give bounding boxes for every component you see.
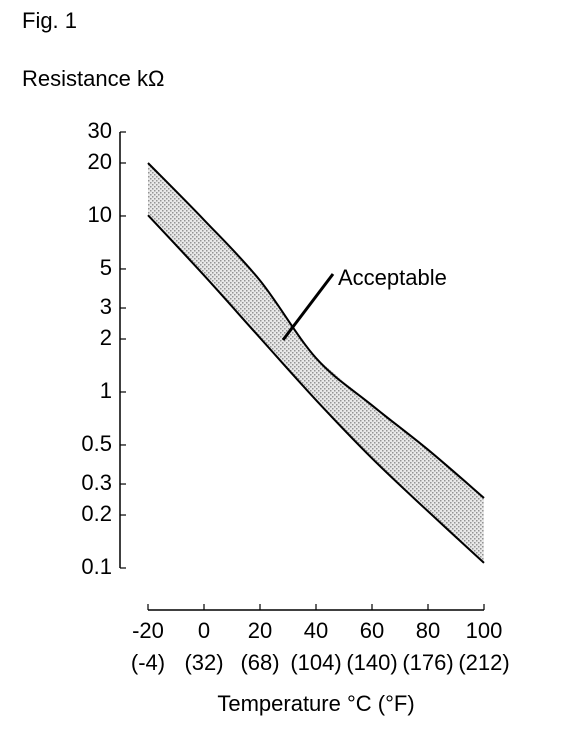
- limit-curve: [147, 162, 485, 499]
- figure-title: Fig. 1: [22, 8, 77, 33]
- y-tick-label: 30: [88, 118, 112, 143]
- y-tick-label: 20: [88, 149, 112, 174]
- y-tick-label: 0.3: [81, 470, 112, 495]
- x-tick-sublabel: (104): [290, 650, 341, 675]
- x-tick-label: 40: [304, 618, 328, 643]
- x-tick-sublabel: (212): [458, 650, 509, 675]
- x-tick-sublabel: (-4): [131, 650, 165, 675]
- x-tick-sublabel: (68): [240, 650, 279, 675]
- annotation-pointer: [281, 273, 335, 341]
- x-tick-label: 100: [466, 618, 503, 643]
- x-tick-label: 60: [360, 618, 384, 643]
- x-tick-label: 80: [416, 618, 440, 643]
- acceptable-band: [148, 162, 484, 563]
- y-tick-label: 3: [100, 294, 112, 319]
- x-tick-sublabel: (140): [346, 650, 397, 675]
- y-axis-label: Resistance kΩ: [22, 66, 164, 91]
- annotation: Acceptable: [338, 265, 447, 290]
- limit-curve: [147, 214, 485, 564]
- x-tick-label: 20: [248, 618, 272, 643]
- y-tick-label: 2: [100, 325, 112, 350]
- y-tick-label: 1: [100, 378, 112, 403]
- x-tick-label: -20: [132, 618, 164, 643]
- x-tick-label: 0: [198, 618, 210, 643]
- y-tick-label: 0.2: [81, 501, 112, 526]
- x-tick-sublabel: (176): [402, 650, 453, 675]
- x-axis-label: Temperature °C (°F): [217, 691, 414, 716]
- y-tick-label: 5: [100, 255, 112, 280]
- y-tick-label: 0.5: [81, 431, 112, 456]
- x-tick-sublabel: (32): [184, 650, 223, 675]
- y-tick-label: 0.1: [81, 554, 112, 579]
- y-tick-label: 10: [88, 202, 112, 227]
